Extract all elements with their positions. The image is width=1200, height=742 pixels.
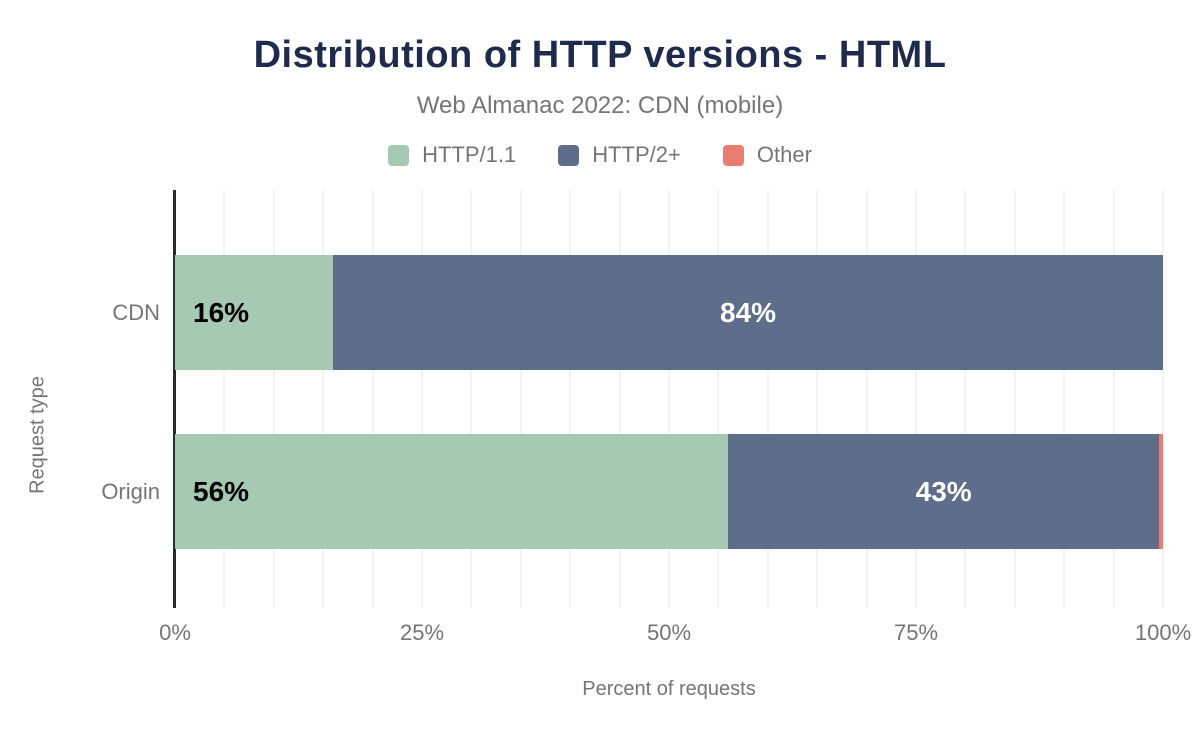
x-tick-label-0pct: 0%: [159, 620, 191, 645]
legend-item-other: Other: [722, 142, 812, 168]
legend-label: HTTP/1.1: [422, 142, 517, 167]
gridline: [519, 190, 522, 608]
bar-segment-http-1-1: 56%: [175, 434, 729, 549]
category-label-origin: Origin: [101, 478, 160, 504]
bar-segment-http-2-: 84%: [333, 255, 1163, 370]
bar-value-label: 16%: [193, 296, 250, 328]
y-axis-title: Request type: [26, 376, 49, 494]
gridline: [915, 190, 917, 608]
bar-row-cdn: 16% 84%: [175, 255, 1163, 370]
legend-label: Other: [756, 142, 812, 167]
bar-value-label: 84%: [720, 296, 777, 328]
chart-subtitle: Web Almanac 2022: CDN (mobile): [416, 92, 784, 119]
gridline: [1162, 190, 1164, 608]
gridline: [223, 190, 226, 608]
gridline: [1013, 190, 1016, 608]
legend-swatch-icon: [722, 144, 744, 166]
gridline: [865, 190, 868, 608]
x-axis-title: Percent of requests: [582, 678, 756, 700]
legend-swatch-icon: [558, 144, 580, 166]
bar-value-label: 56%: [193, 475, 250, 507]
gridline: [668, 190, 670, 608]
bar-row-origin: 56% 43%: [175, 434, 1163, 549]
gridline: [272, 190, 275, 608]
x-tick-label-50pct: 50%: [646, 620, 692, 645]
category-label-cdn: CDN: [112, 299, 160, 325]
gridline: [717, 190, 720, 608]
legend: HTTP/1.1 HTTP/2+ Other: [0, 142, 1200, 168]
bar-value-label: 43%: [915, 475, 972, 507]
gridline: [816, 190, 819, 608]
bar-segment-http-1-1: 16%: [175, 255, 334, 370]
legend-item-http-1-1: HTTP/1.1: [388, 142, 516, 168]
gridline: [964, 190, 967, 608]
gridline: [1112, 190, 1115, 608]
legend-label: HTTP/2+: [592, 142, 681, 167]
legend-swatch-icon: [388, 144, 410, 166]
gridline: [569, 190, 572, 608]
gridline: [618, 190, 621, 608]
bar-segment-http-2-: 43%: [728, 434, 1160, 549]
gridline: [322, 190, 325, 608]
gridline: [1063, 190, 1066, 608]
gridline: [421, 190, 423, 608]
legend-item-http-2-: HTTP/2+: [558, 142, 681, 168]
y-axis-line: [173, 190, 176, 608]
x-tick-label-100pct: 100%: [1134, 620, 1192, 645]
gridline: [766, 190, 769, 608]
bar-segment-other: [1159, 434, 1163, 549]
x-tick-label-25pct: 25%: [399, 620, 445, 645]
gridline: [371, 190, 374, 608]
x-tick-label-75pct: 75%: [893, 620, 939, 645]
gridline: [470, 190, 473, 608]
chart-title: Distribution of HTTP versions - HTML: [253, 34, 947, 76]
